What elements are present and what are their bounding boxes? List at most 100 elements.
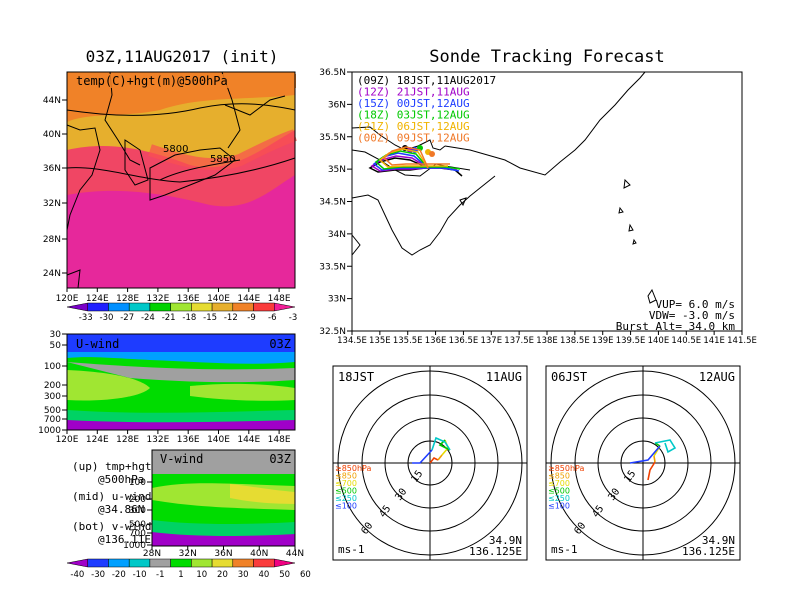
uwind-x-axis: 120E 124E 128E 132E 136E 140E 144E 148E bbox=[56, 430, 291, 445]
track-path bbox=[374, 150, 461, 170]
hodo2-level: ≥850hPa bbox=[548, 464, 585, 473]
map500-lat-tick: 40N bbox=[43, 130, 61, 140]
uwind-x-tick: 144E bbox=[237, 435, 260, 445]
map500-colorbar-label: -3 bbox=[289, 313, 297, 323]
track-lon-tick: 137.5E bbox=[504, 336, 534, 346]
map500-colorbar-swatch bbox=[108, 302, 130, 312]
hodo1-trace bbox=[412, 436, 451, 464]
vwind-time: 03Z bbox=[269, 452, 291, 466]
map500-lat-tick: 36N bbox=[43, 164, 61, 174]
track-lat-tick: 35N bbox=[328, 165, 346, 175]
map500-contour-5850: 5850 bbox=[210, 154, 235, 165]
uwind-y-tick: 50 bbox=[50, 341, 62, 351]
map500-colorbar-swatch bbox=[66, 302, 88, 312]
uwind-frame bbox=[66, 333, 296, 431]
hodo1-trace-segment bbox=[431, 436, 451, 451]
map500-title: 03Z,11AUG2017 (init) bbox=[86, 47, 279, 66]
uwind-x-tick: 148E bbox=[268, 435, 291, 445]
wind-colorbar-swatch bbox=[232, 558, 254, 568]
map500-colorbar-swatch bbox=[274, 302, 296, 312]
legend-mid2: @34.86N bbox=[98, 503, 144, 516]
map500-lon-tick: 144E bbox=[237, 294, 260, 304]
legend-bot2: @136.11E bbox=[98, 533, 151, 546]
hodo1-trace-segment bbox=[437, 454, 443, 461]
uwind-time: 03Z bbox=[269, 337, 291, 351]
hodo1-level: ≤100 bbox=[335, 502, 357, 511]
map500-lon-tick: 132E bbox=[146, 294, 169, 304]
map500-lat-tick: 28N bbox=[43, 235, 61, 245]
wind-colorbar-label: 20 bbox=[217, 570, 228, 580]
wind-colorbar-label: -10 bbox=[133, 570, 147, 580]
vwind-x-tick: 40N bbox=[250, 549, 268, 559]
wind-colorbar-label: -40 bbox=[70, 570, 84, 580]
legend-bot1: (bot) v-wind bbox=[72, 520, 151, 533]
uwind-y-tick: 500 bbox=[44, 406, 61, 416]
track-lat-tick: 33.5N bbox=[319, 262, 346, 272]
hodo1-level: ≤500 bbox=[335, 487, 357, 496]
hodo2-unit: ms-1 bbox=[551, 543, 578, 556]
wind-colorbar-label: 60 bbox=[300, 570, 311, 580]
map500-lon-tick: 140E bbox=[207, 294, 230, 304]
track-lon-tick: 138E bbox=[536, 336, 558, 346]
track-paths bbox=[368, 145, 463, 177]
track-path bbox=[372, 152, 460, 172]
track-lon-tick: 134.5E bbox=[337, 336, 367, 346]
wind-colorbar-swatch bbox=[108, 558, 130, 568]
vwind-y-tick: 500 bbox=[129, 520, 146, 530]
map500-colorbar-swatch bbox=[191, 302, 213, 312]
wind-colorbar: -40 -30 -20 -10 -1 1 10 20 30 40 50 60 bbox=[66, 558, 311, 580]
map500-colorbar-label: -30 bbox=[100, 313, 114, 323]
uwind-x-tick: 128E bbox=[116, 435, 139, 445]
map500-colorbar-swatch bbox=[211, 302, 234, 312]
hodo1-level: ≤700 bbox=[335, 479, 357, 488]
map500-colorbar-label: -21 bbox=[162, 313, 176, 323]
uwind-x-tick: 136E bbox=[177, 435, 200, 445]
track-legend-entry: (12Z) 21JST,11AUG bbox=[357, 86, 470, 99]
vwind-x-tick: 28N bbox=[143, 549, 161, 559]
wind-colorbar-label: -30 bbox=[91, 570, 105, 580]
map500-colorbar-label: -6 bbox=[268, 313, 276, 323]
hodo2-level: ≤500 bbox=[548, 487, 570, 496]
map500-colorbar-label: -15 bbox=[203, 313, 217, 323]
hodo1-trace-segment bbox=[429, 456, 439, 464]
track-path bbox=[378, 148, 448, 169]
map500-colorbar-swatch bbox=[170, 302, 192, 312]
hodo2-loc1: 34.9N bbox=[702, 534, 735, 547]
map500-colorbar-swatch bbox=[87, 302, 109, 312]
track-lat-tick: 32.5N bbox=[319, 327, 346, 337]
track-lat-tick: 34.5N bbox=[319, 198, 346, 208]
hodo2-level: ≤100 bbox=[548, 502, 570, 511]
track-legend-entry: (00Z) 09JST,12AUG bbox=[357, 132, 470, 145]
uwind-x-tick: 120E bbox=[56, 435, 79, 445]
vwind-y-tick: 1000 bbox=[123, 541, 146, 551]
hodo2-loc2: 136.125E bbox=[682, 545, 735, 558]
vwind-y-tick: 300 bbox=[129, 506, 146, 516]
hodo2-level: ≤700 bbox=[548, 479, 570, 488]
track-lon-tick: 140E bbox=[648, 336, 670, 346]
vwind-x-tick: 32N bbox=[179, 549, 197, 559]
track-lon-tick: 141E bbox=[703, 336, 725, 346]
track-lon-tick: 139E bbox=[592, 336, 614, 346]
track-lon-tick: 139.5E bbox=[616, 336, 646, 346]
uwind-y-tick: 1000 bbox=[38, 426, 61, 436]
panel-legend: (up) tmp+hgt @500hPa (mid) u-wind @34.86… bbox=[72, 460, 151, 546]
map500-lon-tick: 120E bbox=[56, 294, 79, 304]
hodo1-level: ≤250 bbox=[335, 494, 357, 503]
map500-field bbox=[67, 72, 297, 288]
wind-colorbar-label: 30 bbox=[238, 570, 249, 580]
track-lat-tick: 36N bbox=[328, 100, 346, 110]
hodo2-trace bbox=[629, 439, 677, 481]
map500-colorbar-swatch bbox=[149, 302, 171, 312]
track-legend-entry: (09Z) 18JST,11AUG2017 bbox=[357, 74, 496, 87]
hodo1-trace-segment bbox=[412, 449, 433, 464]
track-lon-tick: 135E bbox=[369, 336, 391, 346]
map500-lat-tick: 44N bbox=[43, 96, 61, 106]
track-lon-tick: 140.5E bbox=[671, 336, 701, 346]
uwind-x-tick: 132E bbox=[146, 435, 169, 445]
wind-colorbar-swatch bbox=[211, 558, 234, 568]
track-title: Sonde Tracking Forecast bbox=[429, 47, 664, 67]
track-frame bbox=[351, 71, 743, 332]
